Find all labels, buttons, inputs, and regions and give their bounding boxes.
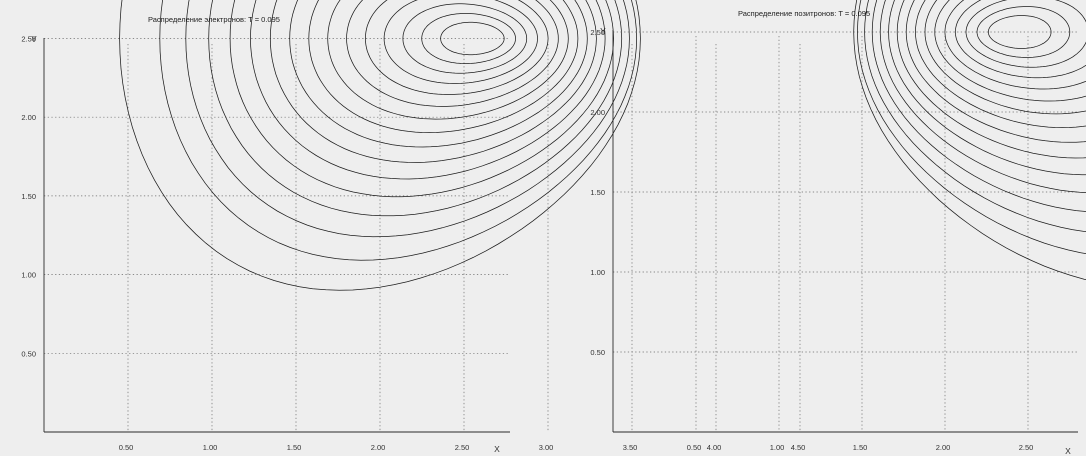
x-tick-label: 3.50 (623, 443, 638, 452)
contour-line (250, 0, 606, 180)
x-tick-label: 1.00 (203, 443, 218, 452)
y-tick-label: 1.50 (590, 188, 605, 197)
contour-line (864, 0, 1086, 233)
contour-line (269, 0, 597, 163)
y-tick-label: 1.00 (590, 268, 605, 277)
contour-line (365, 0, 549, 95)
x-tick-label: 1.00 (770, 443, 785, 452)
contour-line (185, 0, 630, 238)
y-tick-label: 2.50 (590, 28, 605, 37)
x-tick-label: 0.50 (119, 443, 134, 452)
x-axis-label: X (1065, 446, 1071, 456)
contour-line (965, 0, 1086, 68)
contour-line (440, 21, 505, 56)
x-tick-label: 2.50 (1019, 443, 1034, 452)
x-tick-label: 1.50 (853, 443, 868, 452)
y-tick-label: 2.00 (21, 113, 36, 122)
y-axis-label: Y (600, 26, 606, 36)
y-tick-label: 0.50 (21, 349, 36, 358)
x-tick-label: 1.50 (287, 443, 302, 452)
contour-line (289, 0, 588, 148)
contour-line (905, 0, 1086, 143)
contour-line (896, 0, 1086, 159)
contour-line (915, 0, 1086, 128)
contour-line (857, 0, 1086, 254)
contour-line (879, 0, 1086, 193)
x-tick-label: 4.00 (707, 443, 722, 452)
x-tick-label: 2.00 (936, 443, 951, 452)
contour-line (308, 0, 579, 133)
contour-line (346, 0, 559, 107)
contour-line (934, 0, 1086, 102)
y-tick-label: 2.00 (590, 108, 605, 117)
x-tick-label: 2.50 (455, 443, 470, 452)
contour-line (954, 0, 1086, 79)
x-axis-label: X (494, 444, 500, 454)
y-tick-label: 0.50 (590, 348, 605, 357)
y-tick-label: 2.50 (21, 35, 36, 44)
contour-line (871, 0, 1086, 212)
contour-line (976, 6, 1071, 58)
chart-title: Распределение позитронов: T = 0.095 (738, 9, 870, 18)
contour-line (327, 0, 569, 120)
x-tick-label: 2.00 (371, 443, 386, 452)
contour-line (159, 0, 637, 261)
contour-line (987, 15, 1052, 49)
y-tick-label: 1.50 (21, 192, 36, 201)
chart-panel-2: 0.501.001.502.002.503.003.504.004.500.50… (590, 0, 1086, 456)
contour-line (402, 3, 528, 74)
chart-panel-1: 0.50 1.00 1.50 2.00 2.50 3.00 3.50 4.00 4.50 0.50… (21, 0, 805, 454)
contour-line (421, 13, 516, 64)
contour-line (208, 0, 623, 217)
y-tick-label: 1.00 (21, 271, 36, 280)
x-tick-label: 3.00 (539, 443, 554, 452)
chart-title: Распределение электронов: T = 0.095 (148, 15, 280, 24)
contour-line (924, 0, 1086, 115)
contour-line (888, 0, 1086, 176)
contour-line (119, 0, 641, 291)
contour-line (229, 0, 614, 198)
contour-line (383, 0, 538, 84)
x-tick-label: 0.50 (687, 443, 702, 452)
contour-line (944, 0, 1086, 90)
x-tick-label: 4.50 (791, 443, 806, 452)
y-axis-label: Y (31, 34, 37, 44)
contour-line (853, 0, 1086, 281)
